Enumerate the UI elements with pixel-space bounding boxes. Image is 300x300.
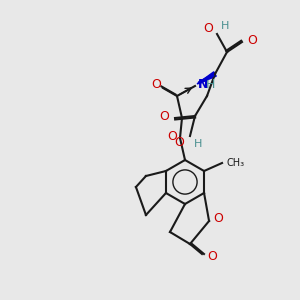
- Text: O: O: [167, 130, 177, 142]
- Polygon shape: [197, 72, 216, 84]
- Text: O: O: [174, 136, 184, 149]
- Text: N: N: [198, 79, 208, 92]
- Text: O: O: [207, 250, 217, 263]
- Text: H: H: [221, 21, 230, 31]
- Text: O: O: [151, 79, 161, 92]
- Text: H: H: [205, 79, 215, 92]
- Text: O: O: [203, 22, 213, 35]
- Text: H: H: [194, 139, 202, 149]
- Text: CH₃: CH₃: [226, 158, 244, 168]
- Text: O: O: [247, 34, 257, 46]
- Text: O: O: [213, 212, 223, 226]
- Text: O: O: [159, 110, 169, 122]
